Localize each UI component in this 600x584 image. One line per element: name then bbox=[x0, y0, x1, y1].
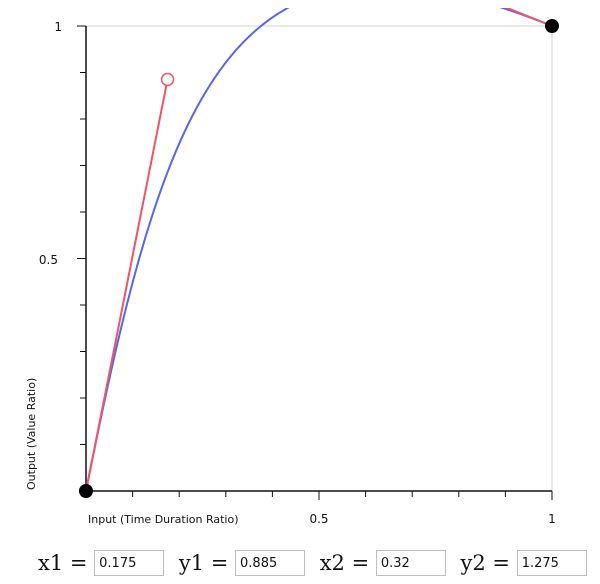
x-tick-label-0.5: 0.5 bbox=[309, 512, 328, 526]
bezier-curve bbox=[85, 8, 553, 492]
control-point-inputs: x1 = y1 = x2 = y2 = bbox=[38, 546, 598, 580]
y2-label: y2 = bbox=[453, 551, 517, 575]
control-handle-2-line bbox=[504, 8, 553, 27]
y1-input[interactable] bbox=[235, 550, 306, 576]
x-tick-label-1: 1 bbox=[548, 512, 556, 526]
x-axis-title: Input (Time Duration Ratio) bbox=[88, 513, 239, 526]
y-tick-label-0.5: 0.5 bbox=[39, 253, 58, 267]
y2-input[interactable] bbox=[516, 550, 587, 576]
control-handle-1-line bbox=[85, 79, 169, 492]
start-point bbox=[79, 484, 93, 498]
x2-label: x2 = bbox=[313, 551, 376, 575]
x1-input[interactable] bbox=[94, 550, 165, 576]
y1-label: y1 = bbox=[172, 551, 236, 575]
y-axis-title: Output (Value Ratio) bbox=[25, 378, 38, 490]
end-point bbox=[545, 19, 559, 33]
control-point-1-handle[interactable] bbox=[160, 72, 175, 87]
bezier-graph[interactable]: 0.5 1 0.5 1 Input (Time Duration Ratio) … bbox=[0, 0, 600, 540]
x1-label: x1 = bbox=[38, 551, 95, 575]
y-tick-label-1: 1 bbox=[54, 20, 62, 34]
x2-input[interactable] bbox=[375, 550, 446, 576]
